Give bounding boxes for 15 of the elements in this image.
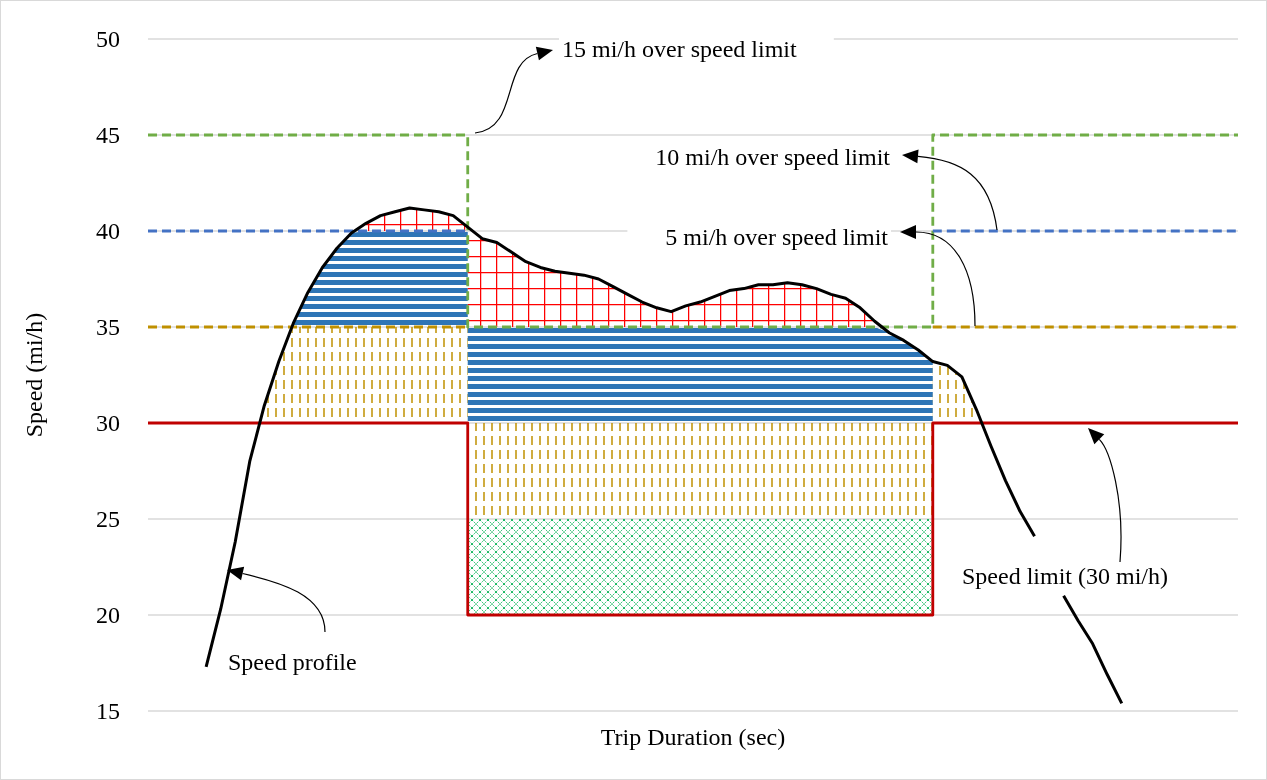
y-tick-label: 45 <box>96 122 120 149</box>
annotation: 15 mi/h over speed limit <box>562 36 797 62</box>
x-axis-title: Trip Duration (sec) <box>600 724 786 750</box>
y-axis-title: Speed (mi/h) <box>21 312 47 438</box>
y-tick-label: 20 <box>96 602 120 629</box>
y-tick-label: 25 <box>96 506 120 533</box>
y-tick-label: 35 <box>96 314 120 341</box>
annotation: 10 mi/h over speed limit <box>655 144 891 170</box>
annotation: 5 mi/h over speed limit <box>665 224 889 250</box>
y-tick-label: 40 <box>96 218 120 245</box>
y-tick-label: 50 <box>96 26 120 53</box>
y-tick-label: 30 <box>96 410 120 437</box>
annotation: Speed profile <box>228 649 357 675</box>
y-tick-label: 15 <box>96 698 120 725</box>
annotation: Speed limit (30 mi/h) <box>962 563 1168 589</box>
